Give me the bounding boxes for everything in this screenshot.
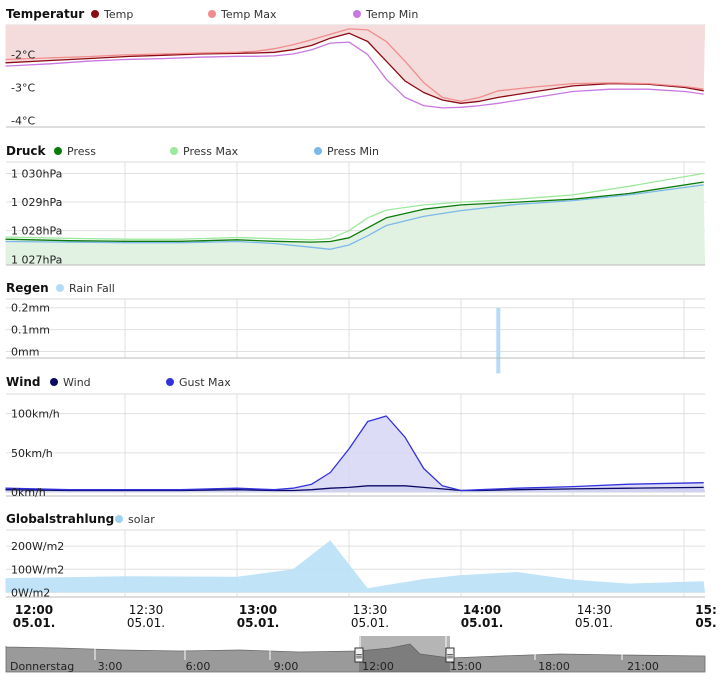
press-min-line	[5, 184, 704, 250]
temp-legend-icon	[91, 10, 99, 18]
y-tick-label: 0km/h	[11, 486, 46, 499]
range-navigator[interactable]: ≡ ≡ Donnerstag 3:00 6:00 9:00 12:00 15:00 18:00 2…	[5, 636, 706, 673]
y-tick-label: 0.1mm	[11, 324, 50, 337]
press-legend-label: Press	[67, 145, 96, 158]
press-min-legend-icon	[314, 147, 322, 155]
rain-bar	[496, 307, 501, 374]
time-tick-label: 15:	[695, 603, 717, 617]
navigator-handle-glyph: ≡	[446, 652, 454, 662]
solar-area	[5, 540, 705, 593]
y-tick-label: 0mm	[11, 345, 39, 358]
time-axis: 12:0005.01.12:3005.01.13:0005.01.13:3005…	[13, 603, 717, 630]
gust-max-legend-label: Gust Max	[179, 376, 231, 389]
navigator-handle-left[interactable]	[354, 647, 364, 663]
press-legend-icon	[54, 147, 62, 155]
gust-max-area	[5, 416, 705, 493]
press-max-legend-label: Press Max	[183, 145, 239, 158]
time-tick-label: 12:30	[129, 603, 164, 617]
pressure-panel: 1 027hPa 1 028hPa 1 029hPa 1 030hPa Druck Pre…	[5, 144, 705, 266]
temp-min-line	[5, 41, 704, 109]
gust-max-legend-icon	[166, 378, 174, 386]
date-tick-label: 05.01.	[351, 616, 389, 630]
temp-min-legend-label: Temp Min	[365, 8, 418, 21]
navigator-selection	[359, 636, 450, 672]
y-tick-label: 1 027hPa	[11, 253, 62, 266]
navigator-label: 15:00	[450, 660, 482, 673]
wind-legend-icon	[50, 378, 58, 386]
navigator-label: 18:00	[538, 660, 570, 673]
panel-title: Regen	[6, 281, 49, 295]
time-tick-label: 14:00	[463, 603, 501, 617]
navigator-label: 3:00	[98, 660, 123, 673]
navigator-label: 9:00	[274, 660, 299, 673]
wind-line	[5, 485, 704, 492]
press-max-line	[5, 172, 704, 241]
y-tick-label: -4°C	[11, 114, 35, 127]
solar-panel: 0W/m2 100W/m2 200W/m2 Globalstrahlung solar	[5, 512, 705, 599]
rain-fall-legend-icon	[56, 284, 64, 292]
y-tick-label: 1 028hPa	[11, 225, 62, 238]
y-tick-label: 100W/m2	[11, 563, 64, 576]
y-tick-label: 200W/m2	[11, 540, 64, 553]
navigator-label: 21:00	[627, 660, 659, 673]
solar-legend-icon	[115, 515, 123, 523]
y-tick-label: 50km/h	[11, 447, 53, 460]
temp-area-upper	[5, 25, 705, 102]
time-tick-label: 13:00	[239, 603, 277, 617]
panel-title: Temperatur	[6, 7, 84, 21]
press-line	[5, 181, 704, 243]
panel-title: Druck	[6, 144, 47, 158]
y-tick-label: -3°C	[11, 82, 35, 95]
press-max-legend-icon	[170, 147, 178, 155]
time-tick-label: 12:00	[15, 603, 53, 617]
temp-max-line	[5, 28, 704, 102]
date-tick-label: 05.01.	[13, 616, 56, 630]
y-tick-label: -2°C	[11, 49, 35, 62]
press-min-legend-label: Press Min	[327, 145, 379, 158]
navigator-label: 6:00	[186, 660, 211, 673]
date-tick-label: 05.	[695, 616, 716, 630]
navigator-label: Donnerstag	[10, 660, 74, 673]
temp-min-legend-icon	[353, 10, 361, 18]
date-tick-label: 05.01.	[237, 616, 280, 630]
time-tick-label: 14:30	[577, 603, 612, 617]
rain-panel: 0mm 0.1mm 0.2mm Regen Rain Fall	[6, 281, 705, 374]
temperature-panel: -4°C -3°C -2°C Temperatur Temp Temp Max Temp M…	[5, 7, 705, 128]
y-tick-label: 0W/m2	[11, 586, 50, 599]
temp-max-legend-label: Temp Max	[220, 8, 277, 21]
date-tick-label: 05.01.	[461, 616, 504, 630]
navigator-label: 12:00	[362, 660, 394, 673]
gust-max-line	[5, 415, 704, 492]
rain-fall-legend-label: Rain Fall	[69, 282, 115, 295]
panel-title: Wind	[6, 375, 40, 389]
pressure-area	[5, 182, 705, 265]
wind-legend-label: Wind	[63, 376, 91, 389]
time-tick-label: 13:30	[353, 603, 388, 617]
solar-legend-label: solar	[128, 513, 155, 526]
navigator-handle-right[interactable]	[445, 647, 455, 663]
y-tick-label: 1 029hPa	[11, 196, 62, 209]
date-tick-label: 05.01.	[127, 616, 165, 630]
temp-line	[5, 32, 704, 104]
wind-panel: 0km/h 50km/h 100km/h Wind Wind Gust Max	[5, 375, 705, 499]
temp-legend-label: Temp	[103, 8, 133, 21]
y-tick-label: 0.2mm	[11, 302, 50, 315]
y-tick-label: 1 030hPa	[11, 167, 62, 180]
temp-max-legend-icon	[208, 10, 216, 18]
panel-title: Globalstrahlung	[6, 512, 114, 526]
navigator-handle-glyph: ≡	[355, 652, 363, 662]
date-tick-label: 05.01.	[575, 616, 613, 630]
y-tick-label: 100km/h	[11, 408, 60, 421]
